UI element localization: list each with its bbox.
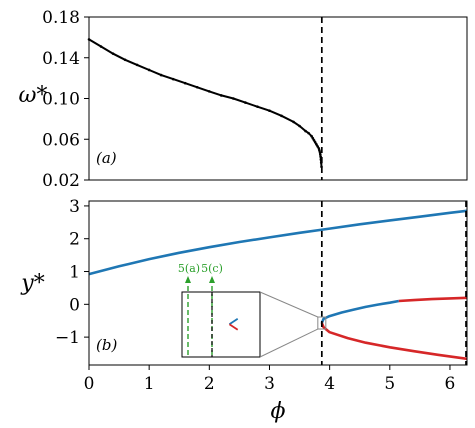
omega-point-6 (159, 73, 163, 77)
panel-b-y-axis-label: y* (20, 271, 44, 296)
panel-a-ytick-label-3: 0.14 (42, 49, 80, 69)
omega-point-25 (315, 143, 318, 146)
panel-b-label: (b) (96, 336, 117, 354)
panel-a-data (87, 17, 323, 180)
panel-a-ytick-label-2: 0.10 (42, 90, 80, 110)
inset-frame (181, 291, 261, 358)
omega-point-8 (183, 81, 187, 85)
omega-point-19 (304, 129, 307, 133)
omega-point-2 (111, 52, 115, 55)
omega-point-10 (208, 90, 211, 93)
panel-b-ytick-label-0: −1 (55, 328, 80, 348)
omega-point-21 (310, 134, 313, 138)
omega-point-20 (307, 131, 310, 135)
panel-b-ytick-label-3: 2 (69, 230, 80, 250)
x-tick-label-1: 1 (144, 374, 155, 394)
omega-point-1 (99, 45, 103, 48)
panel-b-inset: 5(a) 5(c) (178, 262, 327, 358)
panel-b-branch-0 (88, 209, 468, 276)
omega-point-15 (268, 109, 271, 113)
omega-curve (88, 38, 323, 167)
panel-a-axes: 0.02 0.06 0.10 0.14 0.18 (42, 8, 89, 191)
panel-b: −1 0 1 2 3 0 1 2 3 4 5 6 5(a) 5(c) (b) y* ϕ (20, 197, 468, 424)
omega-point-14 (256, 105, 259, 108)
panel-a-label: (a) (96, 149, 117, 167)
x-axis-label: ϕ (271, 399, 286, 424)
inset-marker-arrow-0 (185, 276, 191, 283)
x-tick-label-0: 0 (84, 374, 95, 394)
panel-a-frame (88, 16, 468, 181)
omega-point-13 (244, 101, 247, 104)
omega-point-9 (195, 85, 199, 89)
panel-b-frame (88, 200, 468, 366)
panel-b-branch-1 (320, 299, 400, 324)
inset-connector-top (259, 291, 319, 318)
inset-annotation-0: 5(a) (178, 262, 200, 275)
omega-point-22 (311, 136, 315, 140)
inset-annotation-1: 5(c) (201, 262, 223, 275)
omega-point-23 (312, 138, 316, 142)
panel-b-data (88, 201, 468, 365)
omega-point-27 (317, 147, 321, 150)
omega-point-5 (147, 68, 151, 72)
inset-marker-arrow-1 (209, 276, 215, 283)
x-tick-label-6: 6 (445, 374, 456, 394)
omega-point-30 (319, 153, 322, 156)
omega-point-4 (135, 63, 139, 67)
x-tick-label-5: 5 (384, 374, 395, 394)
panel-a-ytick-label-1: 0.06 (42, 130, 80, 150)
omega-point-26 (316, 145, 319, 148)
omega-point-24 (313, 141, 317, 144)
panel-a-ytick-label-0: 0.02 (42, 171, 80, 191)
inset-branch-1 (228, 323, 239, 331)
panel-b-branch-3 (320, 322, 468, 361)
panel-a-y-axis-label: ω* (19, 83, 48, 108)
omega-point-11 (220, 94, 223, 97)
panel-b-ytick-label-4: 3 (69, 197, 80, 217)
omega-point-16 (280, 114, 283, 118)
inset-branch-0 (228, 318, 239, 326)
panel-b-branch-2 (398, 296, 468, 303)
inset-zoom-box (317, 316, 327, 330)
omega-point-12 (232, 97, 235, 100)
panel-a: 0.02 0.06 0.10 0.14 0.18 (a) ω* (19, 8, 468, 191)
omega-point-18 (298, 124, 301, 128)
omega-point-7 (171, 77, 175, 81)
omega-point-17 (292, 120, 295, 124)
inset-connector-bottom (259, 328, 319, 358)
panel-b-axes: −1 0 1 2 3 0 1 2 3 4 5 6 (55, 197, 455, 394)
x-tick-label-2: 2 (204, 374, 215, 394)
omega-point-3 (123, 58, 127, 62)
panel-a-ytick-label-4: 0.18 (42, 8, 80, 28)
x-tick-label-3: 3 (264, 374, 275, 394)
omega-point-28 (318, 149, 321, 152)
omega-point-29 (318, 151, 322, 154)
panel-b-ytick-label-2: 1 (69, 263, 80, 283)
panel-b-ytick-label-1: 0 (69, 295, 80, 315)
x-tick-label-4: 4 (324, 374, 335, 394)
